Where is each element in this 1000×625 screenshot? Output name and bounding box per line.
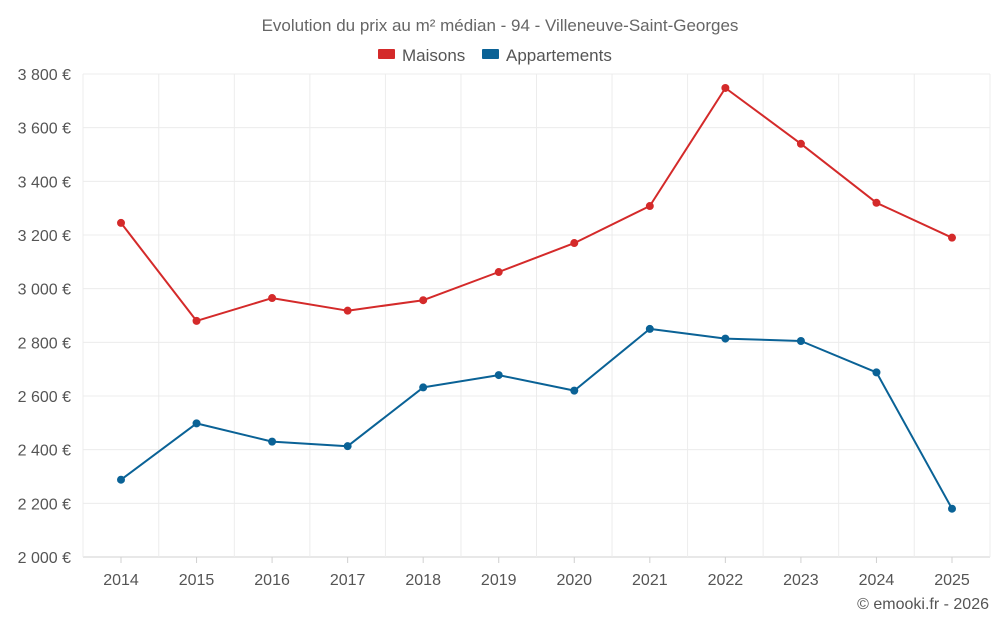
y-tick-label: 3 800 €: [18, 67, 71, 84]
data-point-maisons[interactable]: [343, 306, 352, 315]
data-point-appartements[interactable]: [721, 334, 730, 343]
data-point-maisons[interactable]: [268, 294, 277, 303]
data-point-maisons[interactable]: [645, 202, 654, 211]
x-tick-label: 2014: [103, 572, 139, 589]
y-tick-label: 2 200 €: [18, 496, 71, 513]
y-tick-label: 3 400 €: [18, 174, 71, 191]
data-point-maisons[interactable]: [494, 268, 503, 277]
legend-swatch-appartements: [482, 49, 499, 59]
y-axis-labels: 2 000 € 2 200 € 2 400 € 2 600 € 2 800 € 3 000…: [18, 67, 71, 567]
legend-label-maisons: Maisons: [402, 46, 465, 65]
data-point-maisons[interactable]: [117, 218, 125, 227]
series-line-appartements: [120, 327, 953, 510]
x-tick-label: 2020: [556, 572, 592, 589]
x-tick-label: 2017: [330, 572, 366, 589]
y-tick-label: 2 400 €: [18, 443, 71, 460]
legend: Maisons Appartements: [378, 46, 612, 65]
data-point-maisons[interactable]: [796, 139, 805, 148]
series-line-maisons: [120, 87, 953, 322]
data-point-appartements[interactable]: [192, 419, 201, 428]
x-axis-labels: 2014 2015 2016 2017 2018 2019 2020 2021 2022 2023…: [103, 572, 970, 589]
credit-text: © emooki.fr - 2026: [857, 596, 989, 613]
x-tick-label: 2018: [405, 572, 441, 589]
chart-title: Evolution du prix au m² médian - 94 - Vi…: [262, 16, 739, 35]
legend-swatch-maisons: [378, 49, 395, 59]
data-point-appartements[interactable]: [872, 368, 881, 377]
data-point-appartements[interactable]: [494, 371, 503, 380]
data-point-appartements[interactable]: [117, 475, 125, 484]
legend-item-appartements[interactable]: Appartements: [482, 46, 612, 65]
series: [117, 83, 956, 513]
y-tick-label: 3 200 €: [18, 228, 71, 245]
data-point-maisons[interactable]: [570, 239, 579, 248]
legend-label-appartements: Appartements: [506, 46, 612, 65]
data-point-maisons[interactable]: [948, 233, 956, 242]
x-tick-label: 2025: [934, 572, 970, 589]
grid: [82, 73, 991, 563]
data-point-maisons[interactable]: [721, 83, 730, 92]
data-point-maisons[interactable]: [872, 198, 881, 207]
y-tick-label: 3 000 €: [18, 282, 71, 299]
data-point-appartements[interactable]: [419, 383, 428, 392]
x-tick-label: 2022: [708, 572, 744, 589]
x-tick-label: 2015: [179, 572, 215, 589]
data-point-appartements[interactable]: [645, 324, 654, 333]
legend-item-maisons[interactable]: Maisons: [378, 46, 465, 65]
data-point-appartements[interactable]: [268, 437, 277, 446]
x-tick-label: 2021: [632, 572, 668, 589]
y-tick-label: 2 800 €: [18, 335, 71, 352]
data-point-appartements[interactable]: [796, 336, 805, 345]
data-point-maisons[interactable]: [192, 316, 201, 325]
x-tick-label: 2023: [783, 572, 819, 589]
x-tick-label: 2019: [481, 572, 517, 589]
x-tick-label: 2024: [859, 572, 895, 589]
x-tick-label: 2016: [254, 572, 290, 589]
y-tick-label: 2 000 €: [18, 550, 71, 567]
data-point-appartements[interactable]: [948, 504, 956, 513]
y-tick-label: 3 600 €: [18, 121, 71, 138]
data-point-appartements[interactable]: [343, 442, 352, 451]
data-point-appartements[interactable]: [570, 386, 579, 395]
data-point-maisons[interactable]: [419, 296, 428, 305]
y-tick-label: 2 600 €: [18, 389, 71, 406]
